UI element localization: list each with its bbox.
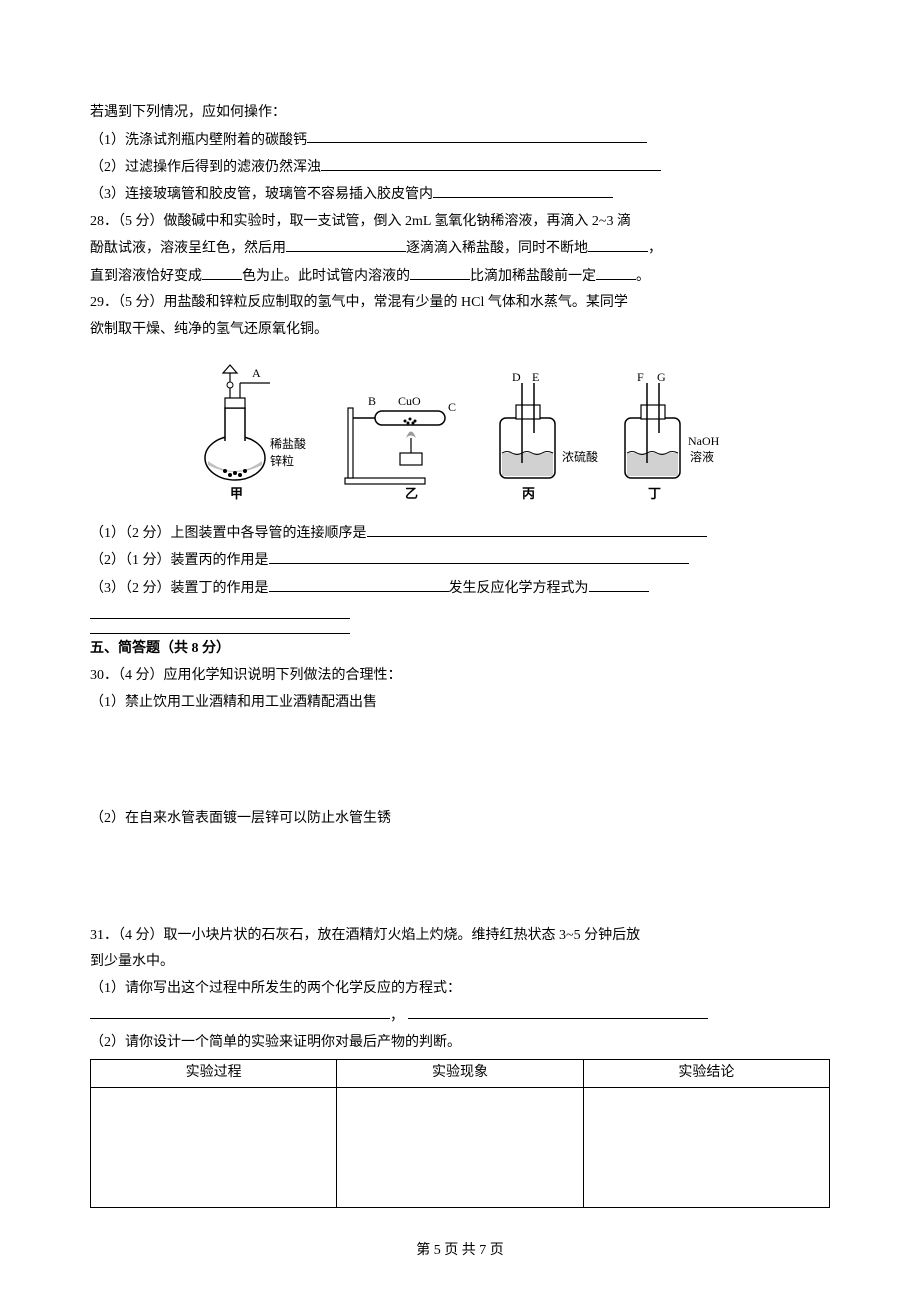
- table-cell: [91, 1087, 337, 1207]
- q28-line1: 28．（5 分）做酸碱中和实验时，取一支试管，倒入 2mL 氢氧化钠稀溶液，再滴…: [90, 209, 830, 236]
- q29-sub1: （1）（2 分）上图装置中各导管的连接顺序是: [90, 520, 830, 547]
- q29-sub2: （2）（1 分）装置丙的作用是: [90, 547, 830, 574]
- blank: [90, 602, 350, 619]
- blank: [321, 154, 661, 171]
- q28-line2-a: 酚酞试液，溶液呈红色，然后用: [90, 241, 286, 256]
- q28-line3-b: 色为止。此时试管内溶液的: [242, 269, 410, 284]
- svg-text:G: G: [657, 370, 666, 384]
- svg-text:锌粒: 锌粒: [270, 453, 294, 468]
- q28-line3-a: 直到溶液恰好变成: [90, 269, 202, 284]
- footer-prefix: 第: [416, 1243, 434, 1258]
- footer-page: 5: [434, 1243, 441, 1258]
- apparatus-diagram: A 稀盐酸 锌粒 甲 CuO B C 乙: [90, 353, 830, 514]
- q27-sub2: （2）过滤操作后得到的滤液仍然浑浊: [90, 154, 830, 181]
- table-col-conclusion: 实验结论: [583, 1059, 829, 1087]
- blank: [433, 181, 613, 198]
- blank: [307, 127, 647, 144]
- blank: [589, 575, 649, 592]
- table-cell: [337, 1087, 583, 1207]
- blank: [269, 547, 689, 564]
- q27-sub3: （3）连接玻璃管和胶皮管，玻璃管不容易插入胶皮管内: [90, 181, 830, 208]
- blank: [286, 235, 406, 252]
- blank: [269, 575, 449, 592]
- svg-text:A: A: [252, 366, 261, 380]
- svg-text:F: F: [637, 370, 644, 384]
- separator-line: [90, 633, 350, 634]
- svg-text:E: E: [532, 370, 539, 384]
- svg-text:NaOH: NaOH: [688, 434, 720, 448]
- footer-suffix: 页: [486, 1243, 504, 1258]
- q28-line2: 酚酞试液，溶液呈红色，然后用 逐滴滴入稀盐酸，同时不断地 ，: [90, 235, 830, 262]
- intro-line: 若遇到下列情况，应如何操作：: [90, 100, 830, 127]
- q28-line3-c: 比滴加稀盐酸前一定: [470, 269, 596, 284]
- answer-space: [90, 833, 830, 923]
- svg-text:浓硫酸: 浓硫酸: [562, 449, 598, 464]
- svg-text:B: B: [368, 394, 376, 408]
- q29-sub2-label: （2）（1 分）装置丙的作用是: [90, 553, 269, 568]
- q28-line2-b: 逐滴滴入稀盐酸，同时不断地: [406, 241, 588, 256]
- q27-sub2-label: （2）过滤操作后得到的滤液仍然浑浊: [90, 160, 321, 175]
- answer-space: [90, 716, 830, 806]
- flask-jia: A 稀盐酸 锌粒 甲: [205, 365, 306, 501]
- table-col-process: 实验过程: [91, 1059, 337, 1087]
- svg-text:D: D: [512, 370, 521, 384]
- table-cell: [583, 1087, 829, 1207]
- svg-text:乙: 乙: [405, 486, 418, 501]
- q28-line3: 直到溶液恰好变成 色为止。此时试管内溶液的 比滴加稀盐酸前一定 。: [90, 263, 830, 290]
- q31-sub1: （1）请你写出这个过程中所发生的两个化学反应的方程式：: [90, 976, 830, 1003]
- footer-middle: 页 共: [441, 1243, 480, 1258]
- blank: [588, 235, 648, 252]
- q29-line1: 29．（5 分）用盐酸和锌粒反应制取的氢气中，常混有少量的 HCl 气体和水蒸气…: [90, 290, 830, 317]
- svg-text:CuO: CuO: [398, 394, 421, 408]
- q31-line1: 31．（4 分）取一小块片状的石灰石，放在酒精灯火焰上灼烧。维持红热状态 3~5…: [90, 923, 830, 950]
- q29-sub3: （3）（2 分）装置丁的作用是 发生反应化学方程式为: [90, 575, 830, 602]
- table-row: [91, 1087, 830, 1207]
- svg-text:C: C: [448, 400, 456, 414]
- q29-sub3-label-a: （3）（2 分）装置丁的作用是: [90, 581, 269, 596]
- q29-line2: 欲制取干燥、纯净的氢气还原氧化铜。: [90, 317, 830, 344]
- blank: [596, 263, 636, 280]
- q28-line3-d: 。: [636, 269, 650, 284]
- svg-text:甲: 甲: [230, 486, 243, 501]
- svg-text:稀盐酸: 稀盐酸: [270, 436, 306, 451]
- blank: [410, 263, 470, 280]
- blank: [408, 1003, 708, 1020]
- q30-sub1: （1）禁止饮用工业酒精和用工业酒精配酒出售: [90, 690, 830, 717]
- q29-sub3-cont: [90, 602, 830, 629]
- q31-blanks: ，: [90, 1003, 830, 1030]
- bottle-ding: F G NaOH 溶液 丁: [625, 370, 720, 501]
- q29-sub1-label: （1）（2 分）上图装置中各导管的连接顺序是: [90, 526, 367, 541]
- section5-title: 五、简答题（共 8 分）: [90, 636, 830, 663]
- q28-line2-c: ，: [648, 241, 662, 256]
- svg-text:溶液: 溶液: [690, 449, 714, 464]
- q30-head: 30．（4 分）应用化学知识说明下列做法的合理性：: [90, 663, 830, 690]
- q27-sub3-label: （3）连接玻璃管和胶皮管，玻璃管不容易插入胶皮管内: [90, 187, 433, 202]
- blank: [90, 1003, 390, 1020]
- blank: [202, 263, 242, 280]
- bottle-bing: D E 浓硫酸 丙: [500, 370, 598, 501]
- blank-sep: ，: [390, 1008, 404, 1023]
- q27-sub1-label: （1）洗涤试剂瓶内壁附着的碳酸钙: [90, 132, 307, 147]
- apparatus-yi: CuO B C 乙: [345, 394, 456, 501]
- q31-line2: 到少量水中。: [90, 949, 830, 976]
- svg-text:丁: 丁: [648, 486, 661, 501]
- q30-sub2: （2）在自来水管表面镀一层锌可以防止水管生锈: [90, 806, 830, 833]
- page-footer: 第 5 页 共 7 页: [90, 1238, 830, 1265]
- svg-text:丙: 丙: [522, 486, 535, 501]
- table-col-phenomenon: 实验现象: [337, 1059, 583, 1087]
- q29-sub3-label-b: 发生反应化学方程式为: [449, 581, 589, 596]
- q31-sub2: （2）请你设计一个简单的实验来证明你对最后产物的判断。: [90, 1030, 830, 1057]
- blank: [367, 520, 707, 537]
- q27-sub1: （1）洗涤试剂瓶内壁附着的碳酸钙: [90, 127, 830, 154]
- experiment-table: 实验过程 实验现象 实验结论: [90, 1059, 830, 1208]
